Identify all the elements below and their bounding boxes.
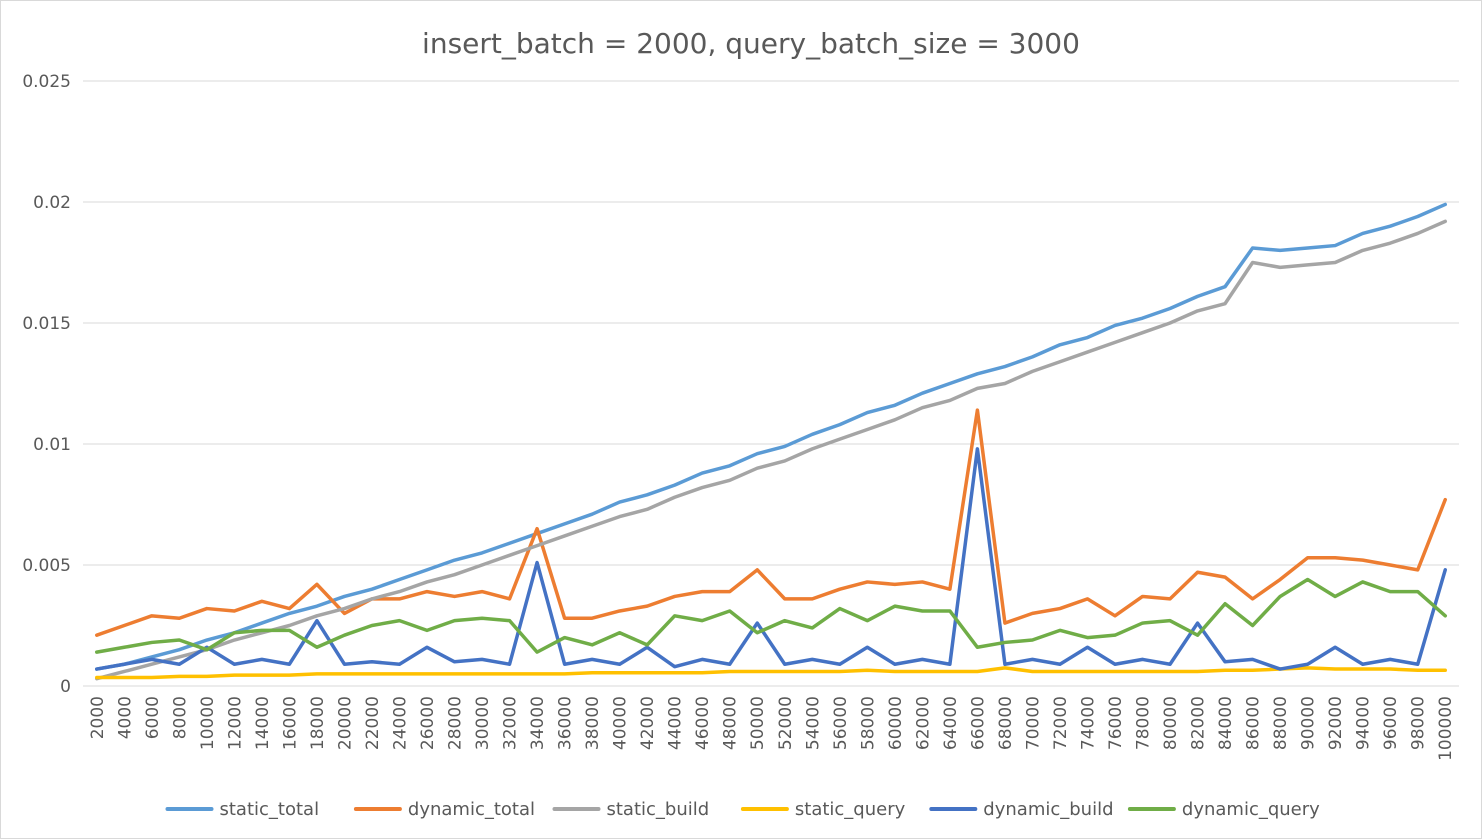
x-tick-label: 24000 — [390, 696, 410, 750]
x-tick-label: 2000 — [88, 696, 108, 739]
x-tick-label: 70000 — [1023, 696, 1043, 750]
x-tick-label: 34000 — [528, 696, 548, 750]
x-tick-label: 76000 — [1106, 696, 1126, 750]
legend-label: dynamic_build — [983, 799, 1113, 820]
y-tick-label: 0.015 — [22, 314, 71, 334]
x-tick-label: 84000 — [1216, 696, 1236, 750]
x-tick-label: 42000 — [638, 696, 658, 750]
x-tick-label: 28000 — [446, 696, 466, 750]
series-line-static-query — [95, 666, 1447, 680]
x-tick-label: 94000 — [1354, 696, 1374, 750]
x-tick-label: 56000 — [831, 696, 851, 750]
x-tick-label: 96000 — [1381, 696, 1401, 750]
x-tick-label: 16000 — [280, 696, 300, 750]
legend-item-dynamic-total[interactable]: dynamic_total — [353, 799, 535, 820]
legend-item-static-build[interactable]: static_build — [552, 799, 710, 820]
x-tick-label: 86000 — [1244, 696, 1264, 750]
x-tick-label: 54000 — [803, 696, 823, 750]
y-tick-label: 0.005 — [22, 556, 71, 576]
x-tick-label: 8000 — [170, 696, 190, 739]
series-line-dynamic-build — [95, 447, 1447, 671]
x-tick-label: 12000 — [225, 696, 245, 750]
x-tick-label: 72000 — [1051, 696, 1071, 750]
x-tick-label: 38000 — [583, 696, 603, 750]
x-tick-label: 6000 — [143, 696, 163, 739]
x-tick-label: 64000 — [941, 696, 961, 750]
gridlines — [83, 80, 1459, 687]
legend-item-static-query[interactable]: static_query — [740, 799, 906, 820]
legend-label: dynamic_query — [1182, 799, 1320, 820]
x-tick-label: 32000 — [501, 696, 521, 750]
y-tick-label: 0.025 — [22, 72, 71, 92]
x-tick-label: 78000 — [1134, 696, 1154, 750]
x-tick-label: 60000 — [886, 696, 906, 750]
legend-item-dynamic-query[interactable]: dynamic_query — [1127, 799, 1320, 820]
x-tick-label: 48000 — [721, 696, 741, 750]
legend-label: static_build — [607, 799, 710, 820]
y-tick-label: 0.01 — [33, 435, 71, 455]
series-line-dynamic-query — [95, 577, 1447, 654]
x-tick-label: 20000 — [335, 696, 355, 750]
x-tick-label: 98000 — [1409, 696, 1429, 750]
legend-item-static-total[interactable]: static_total — [165, 799, 320, 820]
x-tick-label: 36000 — [556, 696, 576, 750]
x-tick-label: 92000 — [1326, 696, 1346, 750]
x-tick-label: 68000 — [996, 696, 1016, 750]
legend-item-dynamic-build[interactable]: dynamic_build — [929, 799, 1114, 820]
x-tick-label: 30000 — [473, 696, 493, 750]
x-tick-label: 90000 — [1299, 696, 1319, 750]
legend-label: dynamic_total — [408, 799, 535, 820]
y-tick-label: 0.02 — [33, 193, 71, 213]
y-axis-ticks: 0 0.005 0.01 0.015 0.02 0.025 — [22, 72, 71, 697]
series-line-static-total — [95, 202, 1447, 671]
x-tick-label: 14000 — [253, 696, 273, 750]
x-axis-ticks: 2000 4000 6000 8000 10000 12000 14000 16000 1800… — [88, 696, 1456, 761]
x-tick-label: 26000 — [418, 696, 438, 750]
x-tick-label: 82000 — [1189, 696, 1209, 750]
legend-label: static_total — [220, 799, 320, 820]
series-line-dynamic-total — [95, 408, 1447, 637]
x-tick-label: 22000 — [363, 696, 383, 750]
chart-title: insert_batch = 2000, query_batch_size = … — [422, 27, 1080, 60]
series-line-static-build — [95, 219, 1447, 681]
x-tick-label: 46000 — [693, 696, 713, 750]
y-tick-label: 0 — [60, 677, 71, 697]
x-tick-label: 10000 — [198, 696, 218, 750]
x-tick-label: 62000 — [913, 696, 933, 750]
x-tick-label: 4000 — [115, 696, 135, 739]
x-tick-label: 74000 — [1078, 696, 1098, 750]
x-tick-label: 40000 — [611, 696, 631, 750]
x-tick-label: 50000 — [748, 696, 768, 750]
x-tick-label: 18000 — [308, 696, 328, 750]
x-tick-label: 44000 — [666, 696, 686, 750]
series-lines — [95, 202, 1447, 681]
x-tick-label: 88000 — [1271, 696, 1291, 750]
legend[interactable]: static_total dynamic_total static_build sta… — [165, 799, 1321, 820]
x-tick-label: 100000 — [1436, 696, 1456, 761]
x-tick-label: 52000 — [776, 696, 796, 750]
x-tick-label: 80000 — [1161, 696, 1181, 750]
x-tick-label: 58000 — [858, 696, 878, 750]
x-tick-label: 66000 — [968, 696, 988, 750]
legend-label: static_query — [795, 799, 906, 820]
